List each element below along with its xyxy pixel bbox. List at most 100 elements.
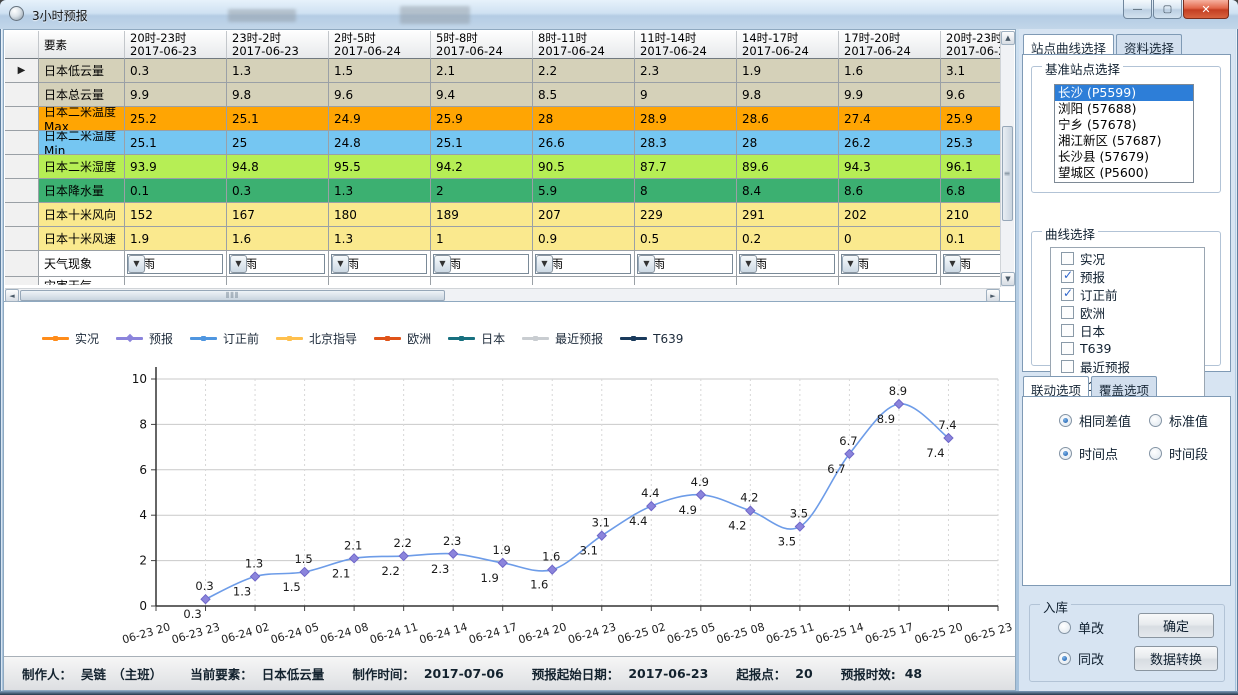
row-selector-cell[interactable]: [5, 107, 39, 131]
table-cell[interactable]: 1.9: [125, 227, 227, 251]
table-cell[interactable]: 9.8: [227, 83, 329, 107]
curve-option[interactable]: 预报: [1061, 268, 1204, 285]
table-cell[interactable]: 2.2: [533, 59, 635, 83]
curve-option[interactable]: 订正前: [1061, 286, 1204, 303]
curve-option[interactable]: T639: [1061, 340, 1204, 356]
time-column-header[interactable]: 8时-11时 2017-06-24: [533, 31, 635, 59]
chevron-down-icon[interactable]: ▼: [128, 254, 145, 273]
checkbox-icon[interactable]: [1061, 323, 1074, 337]
checkbox-icon[interactable]: [1061, 268, 1074, 283]
curve-option[interactable]: 欧洲: [1061, 304, 1204, 321]
table-cell[interactable]: 2: [431, 179, 533, 203]
chevron-down-icon[interactable]: ▼: [536, 254, 553, 273]
table-cell[interactable]: 96.1: [941, 155, 1000, 179]
table-cell[interactable]: [635, 277, 737, 285]
table-cell[interactable]: [839, 277, 941, 285]
table-cell[interactable]: 中雨▼: [635, 251, 737, 277]
table-cell[interactable]: 87.7: [635, 155, 737, 179]
minimize-button[interactable]: —: [1123, 0, 1152, 19]
element-column-header[interactable]: 要素: [39, 31, 125, 59]
time-column-header[interactable]: 20时-23时 2017-06-23: [125, 31, 227, 59]
chevron-down-icon[interactable]: ▼: [332, 254, 349, 273]
table-cell[interactable]: 189: [431, 203, 533, 227]
table-cell[interactable]: 0: [839, 227, 941, 251]
table-cell[interactable]: 89.6: [737, 155, 839, 179]
table-cell[interactable]: 202: [839, 203, 941, 227]
table-cell[interactable]: 152: [125, 203, 227, 227]
table-cell[interactable]: 95.5: [329, 155, 431, 179]
time-column-header[interactable]: 14时-17时 2017-06-24: [737, 31, 839, 59]
checkbox-icon[interactable]: [1061, 359, 1074, 373]
curve-option[interactable]: 实况: [1061, 250, 1204, 267]
table-cell[interactable]: 中雨▼: [941, 251, 1000, 277]
table-cell[interactable]: 229: [635, 203, 737, 227]
table-cell[interactable]: 94.3: [839, 155, 941, 179]
time-column-header[interactable]: 11时-14时 2017-06-24: [635, 31, 737, 59]
table-cell[interactable]: 0.2: [737, 227, 839, 251]
table-cell[interactable]: [737, 277, 839, 285]
table-cell[interactable]: 90.5: [533, 155, 635, 179]
table-cell[interactable]: [329, 277, 431, 285]
row-label[interactable]: 灾害天气: [39, 277, 125, 285]
radio-sync-edit[interactable]: 同改: [1058, 649, 1104, 668]
table-cell[interactable]: 8.4: [737, 179, 839, 203]
table-cell[interactable]: 25.3: [941, 131, 1000, 155]
table-cell[interactable]: 8: [635, 179, 737, 203]
table-cell[interactable]: 1.5: [329, 59, 431, 83]
table-horizontal-scrollbar[interactable]: ◄ ► ⦀⦀⦀: [5, 288, 1000, 302]
maximize-button[interactable]: ▢: [1153, 0, 1182, 19]
weather-dropdown[interactable]: 中雨▼: [535, 253, 631, 274]
table-cell[interactable]: 1.6: [227, 227, 329, 251]
row-selector-cell[interactable]: ▶: [5, 59, 39, 83]
table-cell[interactable]: 1: [431, 227, 533, 251]
station-list-item[interactable]: 浏阳 (57688): [1058, 101, 1137, 116]
station-list-item[interactable]: 湘江新区 (57687): [1058, 133, 1162, 148]
radio-standard-value[interactable]: 标准值: [1149, 411, 1208, 430]
chevron-down-icon[interactable]: ▼: [944, 254, 961, 273]
table-cell[interactable]: 1.9: [737, 59, 839, 83]
table-cell[interactable]: 24.8: [329, 131, 431, 155]
table-cell[interactable]: 0.1: [941, 227, 1000, 251]
weather-dropdown[interactable]: 小雨▼: [433, 253, 529, 274]
table-cell[interactable]: 25.1: [431, 131, 533, 155]
chevron-down-icon[interactable]: ▼: [230, 254, 247, 273]
table-cell[interactable]: 27.4: [839, 107, 941, 131]
radio-time-point[interactable]: 时间点: [1059, 444, 1118, 463]
row-label[interactable]: 日本十米风速: [39, 227, 125, 251]
weather-dropdown[interactable]: 小雨▼: [229, 253, 325, 274]
table-cell[interactable]: 25.1: [125, 131, 227, 155]
scroll-right-icon[interactable]: ►: [986, 289, 1000, 302]
time-column-header[interactable]: 23时-2时 2017-06-23: [227, 31, 329, 59]
curve-option[interactable]: 最近预报: [1061, 358, 1204, 375]
table-vertical-scrollbar[interactable]: ▲ ▼ ≡: [1000, 31, 1015, 287]
radio-time-range[interactable]: 时间段: [1149, 444, 1208, 463]
weather-dropdown[interactable]: 中雨▼: [841, 253, 937, 274]
curve-option[interactable]: 日本: [1061, 322, 1204, 339]
row-label[interactable]: 日本二米湿度: [39, 155, 125, 179]
row-label[interactable]: 天气现象: [39, 251, 125, 277]
close-button[interactable]: ✕: [1183, 0, 1229, 19]
table-cell[interactable]: 小雨▼: [125, 251, 227, 277]
table-cell[interactable]: 25.9: [941, 107, 1000, 131]
chevron-down-icon[interactable]: ▼: [740, 254, 757, 273]
weather-dropdown[interactable]: 中雨▼: [637, 253, 733, 274]
table-cell[interactable]: 28.3: [635, 131, 737, 155]
row-selector-cell[interactable]: [5, 179, 39, 203]
station-list-item[interactable]: 长沙 (P5599): [1055, 85, 1193, 101]
row-label[interactable]: 日本二米温度Max: [39, 107, 125, 131]
table-cell[interactable]: 207: [533, 203, 635, 227]
row-label[interactable]: 日本低云量: [39, 59, 125, 83]
time-column-header[interactable]: 17时-20时 2017-06-24: [839, 31, 941, 59]
checkbox-icon[interactable]: [1061, 251, 1074, 265]
time-column-header[interactable]: 5时-8时 2017-06-24: [431, 31, 533, 59]
table-cell[interactable]: 26.2: [839, 131, 941, 155]
table-cell[interactable]: 25.1: [227, 107, 329, 131]
confirm-button[interactable]: 确定: [1138, 613, 1214, 638]
table-cell[interactable]: 8.5: [533, 83, 635, 107]
table-cell[interactable]: 2.3: [635, 59, 737, 83]
table-cell[interactable]: 9.9: [839, 83, 941, 107]
table-cell[interactable]: 26.6: [533, 131, 635, 155]
scroll-up-icon[interactable]: ▲: [1001, 31, 1015, 45]
table-cell[interactable]: 93.9: [125, 155, 227, 179]
